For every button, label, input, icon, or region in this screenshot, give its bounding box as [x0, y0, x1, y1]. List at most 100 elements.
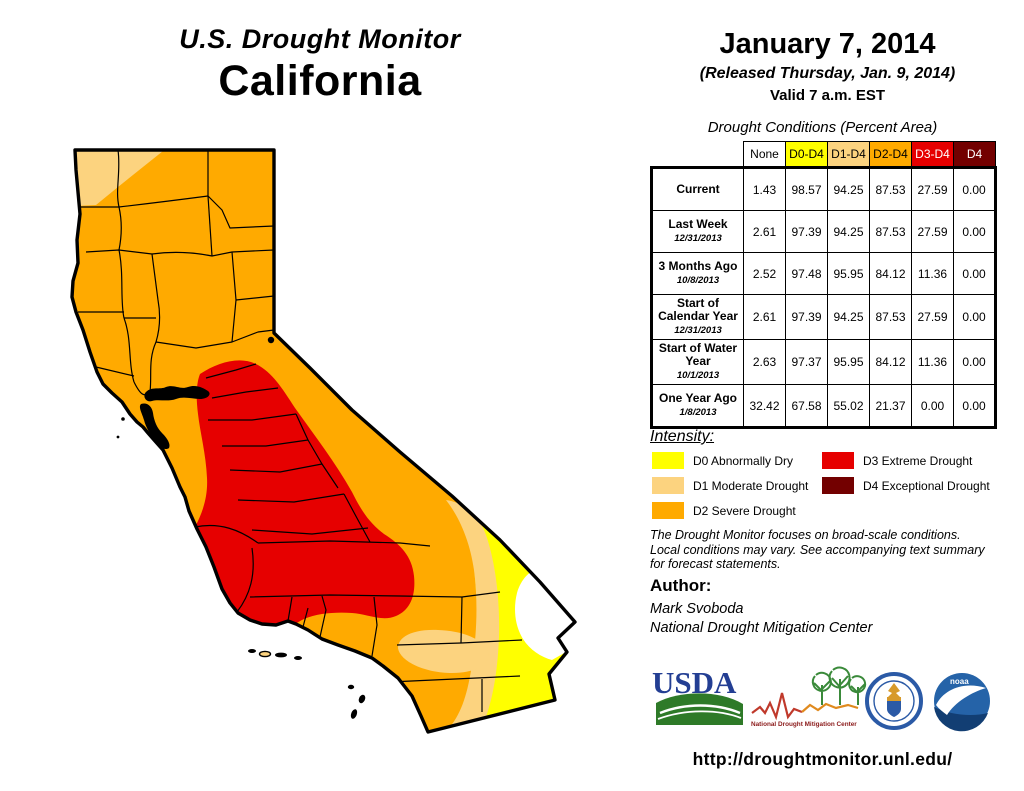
- row-label: Start of Water Year: [658, 341, 738, 368]
- value-cell: 2.63: [743, 339, 786, 385]
- table-row-last-week: Last Week 12/31/2013 2.61 97.39 94.25 87.…: [650, 210, 997, 253]
- value-cell: 84.12: [869, 339, 912, 385]
- value-cell: 55.02: [827, 384, 870, 429]
- d4-color-swatch: [822, 477, 854, 494]
- release-date: (Released Thursday, Jan. 9, 2014): [699, 65, 956, 82]
- drought-conditions-table: None D0-D4 D1-D4 D2-D4 D3-D4 D4 Current …: [650, 141, 997, 429]
- value-cell: 11.36: [911, 252, 954, 295]
- d0-color-swatch: [652, 452, 684, 469]
- value-cell: 2.61: [743, 210, 786, 253]
- value-cell: 95.95: [827, 252, 870, 295]
- value-cell: 94.25: [827, 294, 870, 340]
- ndmc-logo: National Drought Mitigation Center: [751, 666, 867, 728]
- table-corner-cell: [652, 142, 744, 168]
- value-cell: 0.00: [953, 210, 997, 253]
- author-block: Author: Mark Svoboda National Drought Mi…: [650, 576, 872, 636]
- legend-title: Intensity:: [650, 428, 715, 445]
- legend-label: D4 Exceptional Drought: [863, 478, 990, 493]
- author-name: Mark Svoboda: [650, 601, 744, 617]
- table-title: Drought Conditions (Percent Area): [707, 119, 938, 136]
- legend-item-d4: D4 Exceptional Drought: [822, 477, 990, 494]
- sf-bay-delta-water: [139, 385, 210, 450]
- value-cell: 97.39: [785, 294, 828, 340]
- legend-item-d0: D0 Abnormally Dry: [652, 452, 793, 469]
- row-label: Current: [676, 182, 720, 196]
- table-row-current: Current 1.43 98.57 94.25 87.53 27.59 0.0…: [650, 166, 997, 211]
- d3-color-swatch: [822, 452, 854, 469]
- value-cell: 87.53: [869, 210, 912, 253]
- value-cell: 87.53: [869, 166, 912, 211]
- value-cell: 0.00: [953, 384, 997, 429]
- value-cell: 84.12: [869, 252, 912, 295]
- value-cell: 0.00: [953, 294, 997, 340]
- value-cell: 97.37: [785, 339, 828, 385]
- agency-logos: USDA National Drought Mitigation Center: [650, 663, 995, 748]
- table-row-start-water-year: Start of Water Year 10/1/2013 2.63 97.37 …: [650, 339, 997, 385]
- d3-extreme-region: [195, 360, 415, 634]
- legend-item-d1: D1 Moderate Drought: [652, 477, 808, 494]
- row-label: One Year Ago: [658, 391, 738, 405]
- disclaimer-text: The Drought Monitor focuses on broad-sca…: [650, 528, 1000, 572]
- table-row-one-year-ago: One Year Ago 1/8/2013 32.42 67.58 55.02 2…: [650, 384, 997, 429]
- date-block: January 7, 2014 (Released Thursday, Jan.…: [655, 28, 1000, 104]
- d2-color-swatch: [652, 502, 684, 519]
- valid-time: Valid 7 a.m. EST: [769, 87, 886, 104]
- value-cell: 27.59: [911, 210, 954, 253]
- row-label: Last Week: [668, 217, 728, 231]
- value-cell: 98.57: [785, 166, 828, 211]
- value-cell: 0.00: [953, 252, 997, 295]
- author-heading: Author:: [650, 576, 712, 595]
- table-row-3-months-ago: 3 Months Ago 10/8/2013 2.52 97.48 95.95 8…: [650, 252, 997, 295]
- d1-moderate-region-band: [446, 500, 500, 727]
- row-label: 3 Months Ago: [658, 259, 738, 273]
- table-row-start-calendar-year: Start of Calendar Year 12/31/2013 2.61 97…: [650, 294, 997, 340]
- row-date: 12/31/2013: [674, 325, 722, 336]
- col-header-d1-d4: D1-D4: [827, 141, 870, 168]
- value-cell: 87.53: [869, 294, 912, 340]
- row-date: 12/31/2013: [674, 233, 722, 244]
- value-cell: 27.59: [911, 166, 954, 211]
- value-cell: 94.25: [827, 210, 870, 253]
- value-cell: 11.36: [911, 339, 954, 385]
- col-header-none: None: [743, 141, 786, 168]
- author-org: National Drought Mitigation Center: [650, 620, 873, 636]
- ndmc-wordmark: National Drought Mitigation Center: [751, 721, 857, 728]
- row-date: 1/8/2013: [679, 407, 717, 418]
- row-date: 10/1/2013: [676, 370, 720, 381]
- value-cell: 0.00: [911, 384, 954, 429]
- value-cell: 32.42: [743, 384, 786, 429]
- map-date: January 7, 2014: [719, 28, 936, 60]
- disclaimer-line: Local conditions may vary. See accompany…: [650, 542, 985, 557]
- drought-monitor-url: http://droughtmonitor.unl.edu/: [692, 749, 953, 769]
- value-cell: 97.48: [785, 252, 828, 295]
- d1-moderate-region-nw: [76, 151, 163, 206]
- region-title: California: [218, 57, 422, 105]
- legend-label: D1 Moderate Drought: [693, 478, 809, 493]
- disclaimer-line: The Drought Monitor focuses on broad-sca…: [650, 528, 961, 542]
- legend-label: D2 Severe Drought: [693, 503, 796, 518]
- row-label: Start of Calendar Year: [658, 296, 738, 323]
- d1-color-swatch: [652, 477, 684, 494]
- county-boundaries: [76, 150, 523, 712]
- commerce-seal-logo: [865, 672, 923, 730]
- logos-artwork: USDA National Drought Mitigation Center: [652, 665, 990, 732]
- row-date: 10/8/2013: [676, 275, 720, 286]
- value-cell: 0.00: [953, 166, 997, 211]
- value-cell: 2.61: [743, 294, 786, 340]
- legend-item-d2: D2 Severe Drought: [652, 502, 796, 519]
- d1-moderate-region-blob: [398, 629, 489, 673]
- col-header-d4: D4: [953, 141, 996, 168]
- legend-item-d3: D3 Extreme Drought: [822, 452, 972, 469]
- title-block: U.S. Drought Monitor California: [105, 24, 535, 106]
- value-cell: 97.39: [785, 210, 828, 253]
- value-cell: 1.43: [743, 166, 786, 211]
- col-header-d0-d4: D0-D4: [785, 141, 828, 168]
- value-cell: 94.25: [827, 166, 870, 211]
- none-region: [515, 568, 575, 660]
- channel-islands: [116, 417, 366, 719]
- lake-tahoe: [267, 336, 275, 344]
- disclaimer-line: for forecast statements.: [650, 557, 781, 571]
- usda-logo: USDA: [652, 665, 743, 725]
- value-cell: 21.37: [869, 384, 912, 429]
